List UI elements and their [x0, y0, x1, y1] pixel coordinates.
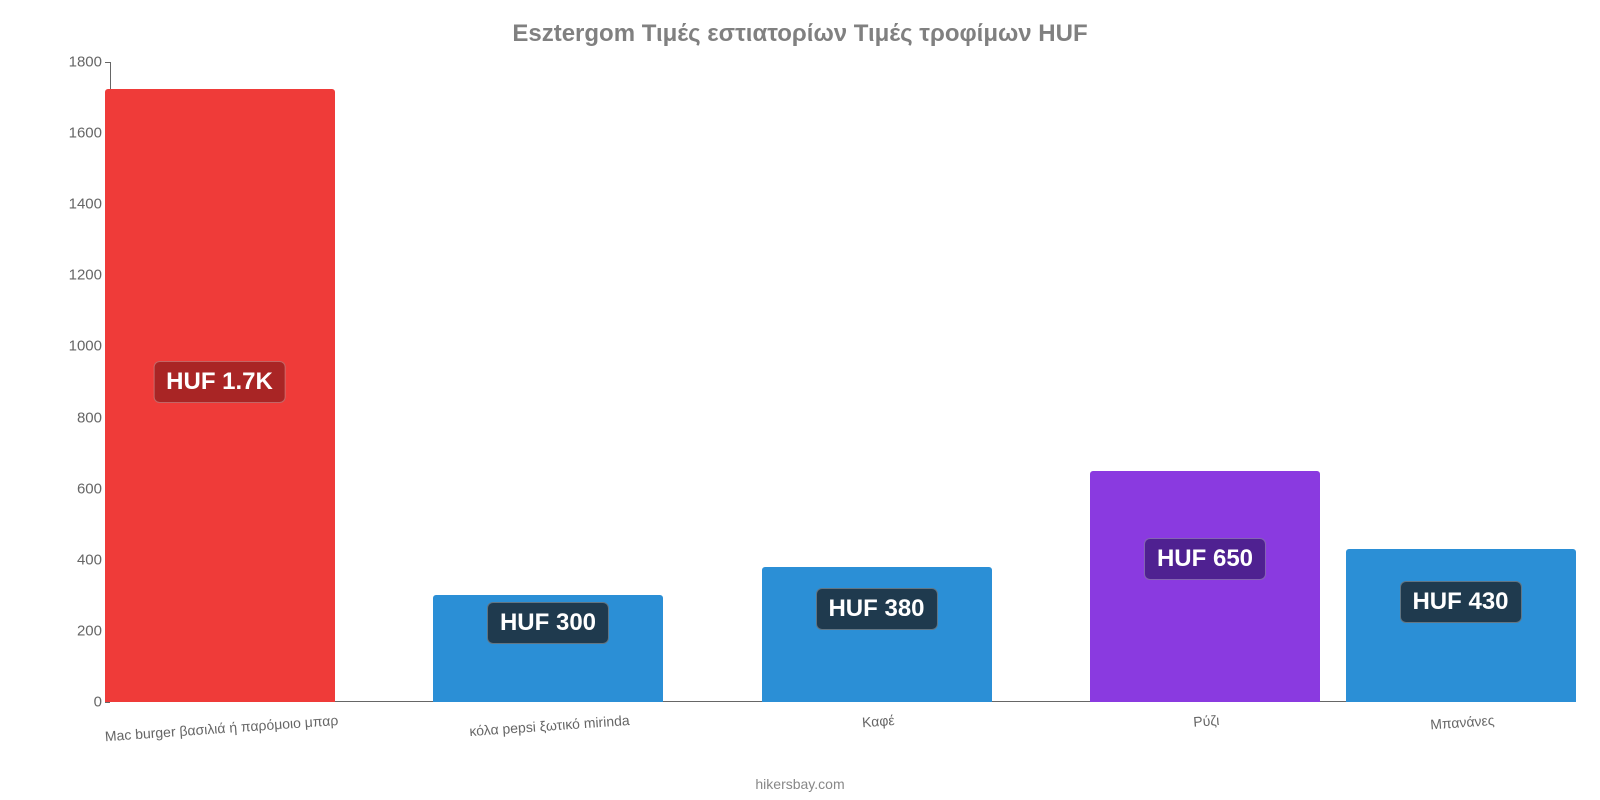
bar-group: HUF 1.7KMac burger βασιλιά ή παρόμοιο μπ… [105, 62, 335, 702]
bar-group: HUF 430Μπανάνες [1346, 62, 1576, 702]
chart-container: Esztergom Τιμές εστιατορίων Τιμές τροφίμ… [0, 0, 1600, 800]
chart-title: Esztergom Τιμές εστιατορίων Τιμές τροφίμ… [0, 20, 1600, 48]
bar-group: HUF 380Καφέ [762, 62, 992, 702]
bar-value-label: HUF 380 [815, 588, 937, 630]
x-tick-label: Mac burger βασιλιά ή παρόμοιο μπαρ [103, 702, 338, 744]
bar-value-label: HUF 650 [1144, 538, 1266, 580]
x-tick-label: κόλα pepsi ξωτικό mirinda [468, 702, 630, 739]
plot-area: 020040060080010001200140016001800HUF 1.7… [110, 62, 1570, 702]
bar-value-label: HUF 300 [487, 602, 609, 644]
x-tick-label: Μπανάνες [1429, 702, 1495, 732]
x-tick-label: Ρύζι [1192, 702, 1220, 730]
x-tick-label: Καφέ [860, 702, 894, 730]
bar-value-label: HUF 1.7K [153, 361, 286, 403]
bar-group: HUF 300κόλα pepsi ξωτικό mirinda [433, 62, 663, 702]
bar [1090, 471, 1320, 702]
bar-value-label: HUF 430 [1399, 581, 1521, 623]
bar [1346, 549, 1576, 702]
bar-group: HUF 650Ρύζι [1090, 62, 1320, 702]
footer-credit: hikersbay.com [0, 776, 1600, 792]
bar [762, 567, 992, 702]
